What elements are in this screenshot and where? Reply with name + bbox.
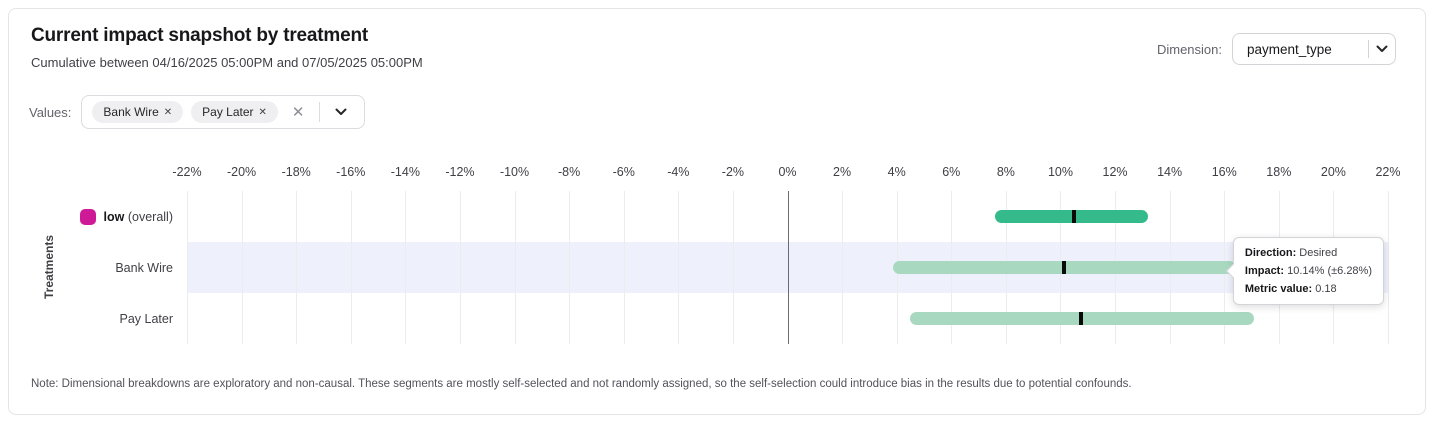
row-label-column: low (overall) Bank Wire Pay Later bbox=[9, 191, 187, 344]
treatment-row-pay-later[interactable] bbox=[187, 293, 1388, 344]
legend-swatch bbox=[79, 208, 96, 225]
grid-line bbox=[459, 191, 461, 344]
chevron-down-icon[interactable] bbox=[1369, 45, 1395, 53]
value-chip-label: Pay Later bbox=[202, 105, 254, 119]
axis-tick-label: -8% bbox=[558, 165, 581, 179]
dimension-dropdown[interactable]: payment_type bbox=[1232, 33, 1396, 65]
impact-confidence-bar[interactable] bbox=[994, 210, 1148, 223]
value-chip-bank-wire[interactable]: Bank Wire ✕ bbox=[92, 101, 184, 123]
zero-line bbox=[787, 191, 789, 344]
row-label: Pay Later bbox=[119, 311, 173, 326]
axis-tick-label: -18% bbox=[281, 165, 311, 179]
axis-tick-label: 14% bbox=[1157, 165, 1183, 179]
grid-line bbox=[350, 191, 352, 344]
axis-tick-label: -14% bbox=[390, 165, 420, 179]
x-axis: -22% -20% -18% -16% -14% -12% -10% -8% -6% -4% -2%… bbox=[172, 165, 1400, 181]
axis-tick-label: 20% bbox=[1320, 165, 1346, 179]
impact-chart: Treatments -22% -20% -18% -16% -14% -12% -10% -… bbox=[9, 157, 1427, 357]
dimension-label: Dimension: bbox=[1156, 41, 1222, 57]
grid-line bbox=[296, 191, 298, 344]
dimension-selected-value: payment_type bbox=[1247, 41, 1332, 57]
axis-tick-label: -6% bbox=[612, 165, 635, 179]
treatment-row-low[interactable] bbox=[187, 191, 1388, 242]
grid-line bbox=[569, 191, 571, 344]
grid-line bbox=[241, 191, 243, 344]
value-chip-pay-later[interactable]: Pay Later ✕ bbox=[191, 101, 278, 123]
axis-tick-label: 22% bbox=[1375, 165, 1401, 179]
grid-line bbox=[623, 191, 625, 344]
values-multiselect[interactable]: Bank Wire ✕ Pay Later ✕ ✕ bbox=[81, 95, 365, 129]
dropdown-divider bbox=[1368, 40, 1369, 58]
grid-line bbox=[514, 191, 516, 344]
tooltip-impact-line: Impact: 10.14% (±6.28%) bbox=[1244, 265, 1372, 277]
tooltip-metric-line: Metric value: 0.18 bbox=[1244, 283, 1337, 295]
date-range-subtitle: Cumulative between 04/16/2025 05:00PM an… bbox=[31, 55, 423, 70]
axis-tick-label: 18% bbox=[1266, 165, 1292, 179]
grid-line bbox=[842, 191, 844, 344]
axis-tick-label: 4% bbox=[887, 165, 906, 179]
axis-tick-label: -10% bbox=[499, 165, 530, 179]
axis-tick-label: 6% bbox=[942, 165, 961, 179]
clear-all-icon[interactable]: ✕ bbox=[291, 104, 305, 121]
grid-line bbox=[678, 191, 680, 344]
plot-area: Direction: Desired Impact: 10.14% (±6.28… bbox=[187, 191, 1389, 344]
grid-line bbox=[405, 191, 407, 344]
axis-tick-label: -2% bbox=[721, 165, 745, 179]
page-title: Current impact snapshot by treatment bbox=[31, 25, 368, 46]
axis-tick-label: -20% bbox=[226, 165, 257, 179]
values-label: Values: bbox=[29, 104, 72, 120]
disclaimer-note: Note: Dimensional breakdowns are explora… bbox=[31, 378, 1132, 390]
impact-point-marker bbox=[1078, 312, 1083, 325]
axis-tick-label: -16% bbox=[336, 165, 366, 179]
axis-tick-label: 0% bbox=[778, 165, 797, 179]
grid-line bbox=[732, 191, 734, 344]
remove-chip-icon[interactable]: ✕ bbox=[163, 106, 173, 118]
value-chip-label: Bank Wire bbox=[103, 105, 159, 119]
remove-chip-icon[interactable]: ✕ bbox=[258, 106, 267, 118]
dropdown-divider bbox=[318, 102, 320, 122]
impact-point-marker bbox=[1062, 261, 1067, 274]
impact-point-marker bbox=[1072, 210, 1077, 223]
row-label: Bank Wire bbox=[115, 260, 173, 275]
axis-tick-label: 10% bbox=[1047, 165, 1073, 179]
axis-tick-label: 12% bbox=[1102, 165, 1128, 179]
axis-tick-label: 8% bbox=[996, 165, 1015, 179]
grid-line bbox=[1388, 191, 1389, 344]
axis-tick-label: -22% bbox=[172, 165, 202, 179]
axis-tick-label: -4% bbox=[667, 165, 690, 179]
grid-line bbox=[187, 191, 188, 344]
row-label: low (overall) bbox=[9, 191, 187, 242]
tooltip-direction-line: Direction: Desired bbox=[1244, 247, 1338, 259]
axis-tick-label: 16% bbox=[1211, 165, 1237, 179]
tooltip: Direction: Desired Impact: 10.14% (±6.28… bbox=[1226, 237, 1384, 305]
dimension-control: Dimension: payment_type bbox=[1157, 33, 1396, 65]
values-filter: Values: Bank Wire ✕ Pay Later ✕ ✕ bbox=[29, 95, 365, 129]
impact-snapshot-card: Current impact snapshot by treatment Cum… bbox=[8, 8, 1426, 415]
chevron-down-icon[interactable] bbox=[328, 108, 354, 116]
axis-tick-label: -12% bbox=[445, 165, 475, 179]
axis-tick-label: 2% bbox=[833, 165, 852, 179]
